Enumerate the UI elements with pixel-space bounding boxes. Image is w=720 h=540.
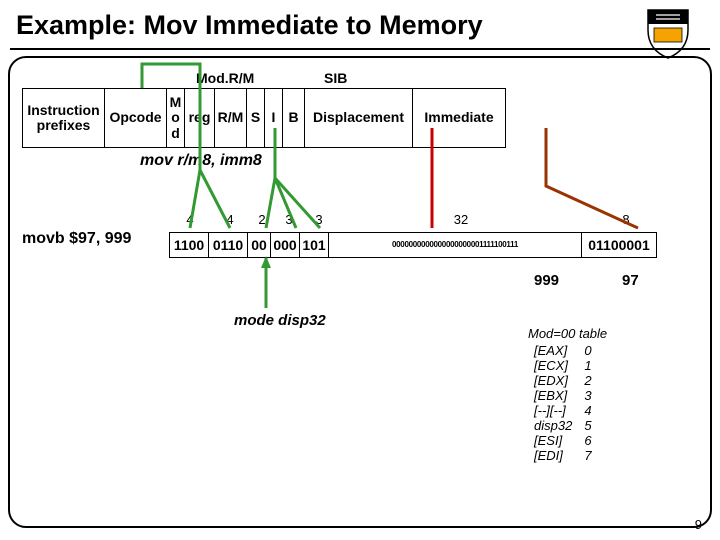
mod-table-cell: 5	[578, 418, 597, 433]
instruction-format-row: Instruction prefixesOpcodeM o dregR/MSIB…	[22, 88, 506, 148]
mod-table-cell: [--][--]	[528, 403, 578, 418]
mod-table-cell: 2	[578, 373, 597, 388]
sib-label: SIB	[324, 70, 347, 86]
bit-width-labels: 44233328	[170, 212, 664, 227]
mod-table-cell: [EBX]	[528, 388, 578, 403]
bit-cell: 0000000000000000000001111100111	[328, 232, 582, 258]
modrm-label: Mod.R/M	[196, 70, 254, 86]
bit-cell: 000	[270, 232, 300, 258]
mod-table-cell: [ECX]	[528, 358, 578, 373]
mod-table-cell: 6	[578, 433, 597, 448]
mod-table-cell: 1	[578, 358, 597, 373]
bit-width: 4	[210, 212, 250, 227]
fmt-cell: Immediate	[413, 89, 505, 147]
imm-value-97: 97	[622, 272, 639, 289]
mode-disp-label: mode disp32	[234, 312, 326, 329]
fmt-cell: Instruction prefixes	[23, 89, 105, 147]
bit-value-row: 1100011000000101000000000000000000000111…	[170, 232, 657, 258]
bit-width: 4	[170, 212, 210, 227]
mod-table-cell: 4	[578, 403, 597, 418]
mov-caption: mov r/m8, imm8	[140, 152, 262, 170]
bit-cell: 101	[299, 232, 329, 258]
movb-label: movb $97, 999	[22, 230, 131, 248]
mod00-table-title: Mod=00 table	[528, 326, 607, 341]
title-underline	[10, 48, 710, 50]
bit-width: 2	[250, 212, 274, 227]
fmt-cell: B	[283, 89, 305, 147]
fmt-cell: M o d	[167, 89, 185, 147]
fmt-cell: S	[247, 89, 265, 147]
fmt-cell: I	[265, 89, 283, 147]
mod-table-cell: [EAX]	[528, 343, 578, 358]
slide-title: Example: Mov Immediate to Memory	[16, 10, 483, 41]
mod-table-cell: [EDX]	[528, 373, 578, 388]
fmt-cell: reg	[185, 89, 215, 147]
mod-table-cell: 7	[578, 448, 597, 463]
bit-width: 3	[274, 212, 304, 227]
bit-cell: 0110	[208, 232, 248, 258]
fmt-cell: R/M	[215, 89, 247, 147]
bit-width: 8	[588, 212, 664, 227]
fmt-cell: Opcode	[105, 89, 167, 147]
mod-table-cell: 3	[578, 388, 597, 403]
bit-cell: 01100001	[581, 232, 657, 258]
mod-table-cell: 0	[578, 343, 597, 358]
bit-width: 32	[334, 212, 588, 227]
disp-value-999: 999	[534, 272, 559, 289]
bit-width: 3	[304, 212, 334, 227]
mod-table-cell: [EDI]	[528, 448, 578, 463]
mod-table-cell: disp32	[528, 418, 578, 433]
mod00-table: Mod=00 table [EAX]0[ECX]1[EDX]2[EBX]3[--…	[528, 326, 607, 463]
bit-cell: 1100	[169, 232, 209, 258]
fmt-cell: Displacement	[305, 89, 413, 147]
page-number: 9	[695, 517, 702, 532]
mod-table-cell: [ESI]	[528, 433, 578, 448]
bit-cell: 00	[247, 232, 271, 258]
